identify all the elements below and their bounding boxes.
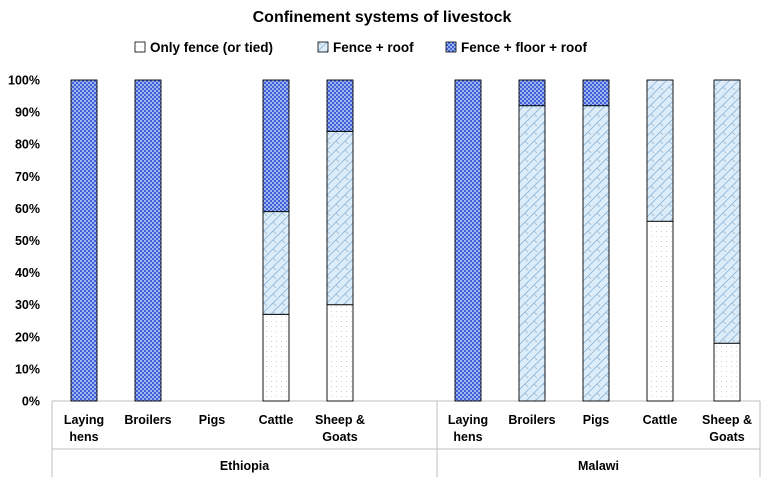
axes: 0% 10% 20% 30% 40% 50% 60% 70% 80% 90% 100% (8, 74, 761, 477)
y-tick-label: 10% (15, 362, 40, 376)
y-tick-label: 90% (15, 106, 40, 120)
legend-label-0: Only fence (or tied) (150, 40, 273, 55)
group-label-ethiopia: Ethiopia (220, 459, 270, 473)
bar-segment (326, 304, 354, 402)
category-label: Sheep & (702, 413, 752, 427)
category-label: Goats (709, 430, 744, 444)
category-label: Laying (64, 413, 104, 427)
bar-segment (518, 79, 546, 107)
category-label: Pigs (583, 413, 609, 427)
bar-segment (134, 79, 162, 402)
category-label: Cattle (643, 413, 678, 427)
bar-segment (262, 79, 290, 213)
y-tick-label: 100% (8, 74, 40, 88)
y-tick-label: 0% (22, 395, 40, 409)
category-label: hens (453, 430, 482, 444)
bar-segment (582, 79, 610, 107)
bar-segment (262, 313, 290, 402)
y-tick-label: 70% (15, 170, 40, 184)
legend-label-2: Fence + floor + roof (461, 40, 588, 55)
legend-label-1: Fence + roof (333, 40, 414, 55)
bars (70, 79, 741, 402)
x-axis-labels: Laying hens Broilers Pigs Cattle Sheep & Goats… (64, 413, 752, 473)
chart-title: Confinement systems of livestock (253, 9, 512, 26)
y-tick-label: 30% (15, 298, 40, 312)
legend-swatch-2 (445, 41, 457, 53)
bar-segment (646, 79, 674, 222)
bar-segment (713, 79, 741, 344)
category-label: Pigs (199, 413, 225, 427)
legend: Only fence (or tied) Fence + roof Fence + … (134, 40, 588, 55)
category-label: hens (69, 430, 98, 444)
category-label: Laying (448, 413, 488, 427)
bar-segment (454, 79, 482, 402)
y-tick-label: 40% (15, 266, 40, 280)
category-label: Broilers (124, 413, 171, 427)
legend-swatch-0 (134, 41, 146, 53)
category-label: Broilers (508, 413, 555, 427)
group-label-malawi: Malawi (578, 459, 619, 473)
bar-segment (713, 342, 741, 402)
bar-segment (646, 220, 674, 402)
bar-segment (70, 79, 98, 402)
category-label: Cattle (259, 413, 294, 427)
bar-segment (262, 211, 290, 315)
y-tick-label: 20% (15, 330, 40, 344)
bar-segment (518, 105, 546, 402)
category-label: Goats (322, 430, 357, 444)
y-tick-label: 60% (15, 202, 40, 216)
y-tick-label: 80% (15, 138, 40, 152)
y-tick-label: 50% (15, 234, 40, 248)
category-label: Sheep & (315, 413, 365, 427)
bar-segment (582, 105, 610, 402)
bar-segment (326, 79, 354, 132)
legend-swatch-1 (317, 41, 329, 53)
bar-segment (326, 130, 354, 306)
